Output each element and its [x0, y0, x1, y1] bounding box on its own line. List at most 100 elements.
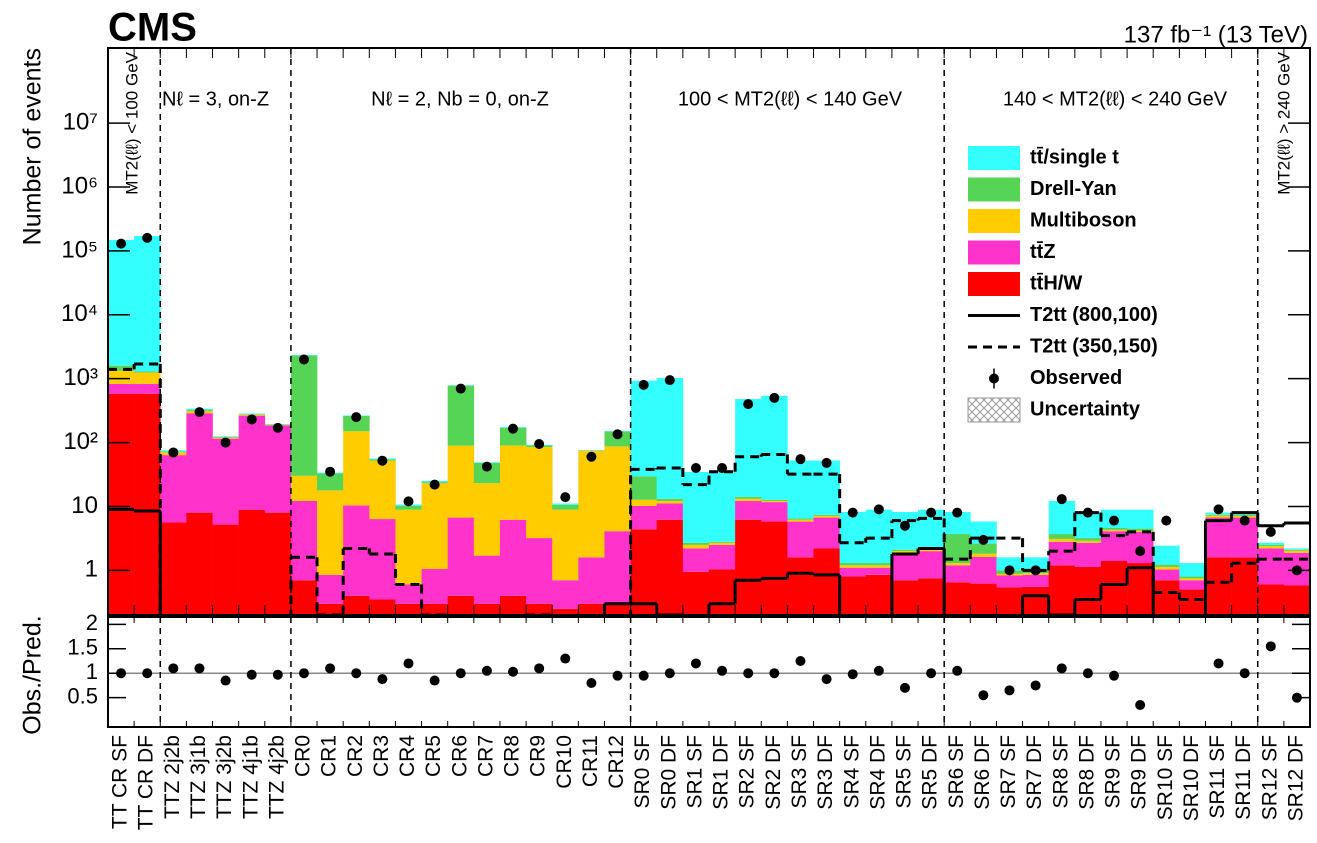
stack-segment	[656, 500, 684, 504]
observed-point	[1109, 515, 1120, 526]
stack-segment	[813, 460, 840, 515]
stack-segment	[865, 567, 893, 575]
legend-swatch	[989, 373, 999, 384]
observed-point	[769, 392, 780, 403]
y-tick-label: 10⁴	[61, 300, 98, 327]
x-tick-label: CR8	[501, 735, 524, 777]
x-tick-label: SR3 SF	[788, 735, 811, 809]
x-tick-label: SR0 SF	[631, 735, 654, 809]
x-tick-label: SR1 SF	[683, 735, 706, 809]
ratio-tick-label: 0.5	[67, 683, 98, 708]
legend-swatch	[968, 209, 1020, 233]
stack-segment	[1283, 585, 1310, 615]
x-tick-label: SR8 DF	[1075, 735, 1098, 810]
stack-segment	[865, 574, 893, 615]
stack-segment	[134, 393, 161, 615]
stack-segment	[656, 378, 684, 499]
stack-segment	[970, 556, 997, 584]
stack-segment	[630, 505, 658, 530]
stack-segment	[108, 239, 135, 366]
y-tick-label: 10⁶	[61, 172, 98, 199]
legend-label: tt̄Z	[1030, 241, 1056, 263]
stack-segment	[421, 483, 448, 569]
stack-segment	[1127, 509, 1154, 529]
stack-segment	[918, 578, 945, 615]
observed-point	[220, 437, 231, 448]
x-tick-label: SR5 SF	[893, 735, 916, 809]
stack-segment	[709, 542, 736, 545]
stack-segment	[996, 557, 1023, 571]
stack-segment	[1074, 538, 1102, 541]
stack-segment	[1022, 586, 1049, 615]
stack-segment	[996, 587, 1023, 615]
stack-segment	[317, 574, 344, 604]
region-label: Nℓ = 3, on-Z	[162, 88, 269, 110]
observed-point	[926, 507, 937, 518]
stack-segment	[1048, 541, 1076, 566]
stack-segment	[395, 509, 422, 585]
observed-point	[481, 461, 492, 472]
ratio-point	[690, 658, 701, 669]
stack-segment	[1283, 549, 1310, 551]
x-tick-label: TT CR DF	[135, 735, 158, 830]
ratio-point	[351, 668, 362, 679]
legend: tt̄/single t Drell-Yan Multiboson tt̄Z tt̄H/…	[967, 146, 1158, 423]
stack-segment	[787, 460, 814, 519]
stack-segment	[290, 580, 318, 615]
observed-point	[952, 507, 963, 518]
stack-segment	[709, 541, 736, 543]
region-label: 100 < MT2(ℓℓ) < 140 GeV	[678, 88, 903, 110]
stack-segment	[290, 475, 318, 501]
stack-segment	[526, 538, 553, 604]
x-tick-label: SR11 DF	[1232, 735, 1255, 820]
stack-segment	[787, 518, 814, 520]
stack-segment	[1074, 540, 1102, 543]
legend-label: Drell-Yan	[1030, 178, 1117, 200]
stack-segment	[891, 551, 919, 553]
y-tick-label: 10⁵	[61, 236, 98, 263]
stack-segment	[499, 445, 527, 520]
ratio-point	[847, 669, 858, 680]
stack-segment	[1179, 563, 1206, 577]
stack-segment	[630, 476, 658, 500]
stack-segment	[186, 512, 213, 615]
stack-segment	[1205, 517, 1232, 558]
x-tick-label: TTZ 4j1b	[239, 735, 262, 819]
legend-swatch	[968, 146, 1020, 170]
ratio-point	[194, 663, 205, 674]
x-tick-label: CR6	[448, 735, 471, 777]
stack-segment	[1022, 557, 1049, 571]
y-tick-label: 10⁷	[63, 108, 98, 135]
stack-segment	[1048, 538, 1076, 542]
stack-segment	[578, 603, 605, 615]
ratio-plot	[108, 641, 1310, 710]
observed-point	[717, 462, 728, 473]
ratio-point	[481, 665, 492, 676]
stack-segment	[369, 599, 396, 615]
legend-label: Uncertainty	[1030, 398, 1141, 420]
observed-point	[873, 504, 884, 515]
x-tick-label: SR2 DF	[762, 735, 785, 810]
observed-point	[743, 399, 754, 410]
stack-segment	[317, 490, 344, 575]
observed-point	[560, 492, 571, 503]
stack-segment	[1100, 561, 1128, 615]
observed-point	[847, 507, 858, 518]
ratio-point	[586, 678, 597, 688]
stack-segment	[970, 553, 997, 557]
legend-swatch	[967, 397, 1021, 423]
observed-point	[142, 232, 153, 243]
stack-segment	[1205, 514, 1232, 516]
x-tick-label: SR11 SF	[1206, 735, 1229, 819]
stack-segment	[996, 575, 1023, 588]
ratio-point	[899, 682, 910, 693]
observed-point	[1161, 515, 1172, 526]
legend-label: T2tt (800,100)	[1030, 304, 1158, 326]
stack-segment	[709, 569, 736, 615]
stack-segment	[1205, 557, 1232, 615]
stack-segment	[1127, 528, 1154, 531]
stack-segment	[1153, 580, 1180, 615]
x-tick-label: CR11	[579, 735, 602, 787]
stack-segment	[421, 603, 448, 615]
